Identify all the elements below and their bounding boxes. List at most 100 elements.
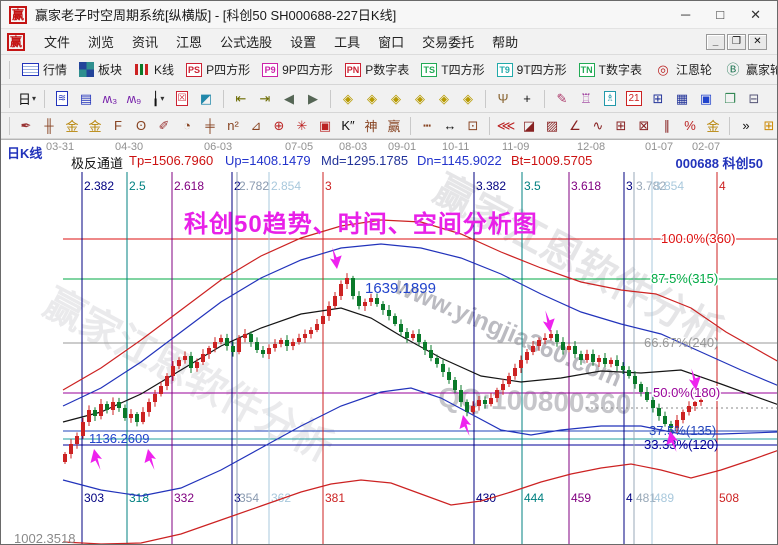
calculator-icon[interactable]: ⊞ (652, 90, 664, 106)
candle[interactable] (249, 331, 253, 347)
candle[interactable] (675, 415, 679, 433)
candle[interactable] (447, 367, 451, 384)
color-grid-icon[interactable]: ⊞ (763, 117, 775, 133)
candle[interactable] (315, 319, 319, 333)
width-measure-icon[interactable]: ↔ (443, 118, 457, 133)
mdi-restore-button[interactable]: ❐ (727, 33, 746, 50)
candle[interactable] (261, 345, 265, 358)
diamond-expand-icon[interactable]: ◈ (391, 90, 401, 106)
candle[interactable] (483, 396, 487, 409)
minimize-button[interactable]: ─ (681, 6, 691, 22)
next-page-icon[interactable]: ▶ (308, 90, 318, 106)
kline-button[interactable]: K线 (130, 58, 178, 81)
wave-9-icon[interactable]: ʍ₉ (126, 91, 142, 106)
candle[interactable] (561, 337, 565, 355)
calendar-icon[interactable]: 21 (626, 91, 642, 106)
notepad-icon[interactable]: ▦ (675, 90, 689, 106)
spiral-icon[interactable]: ʘ (135, 118, 147, 133)
wave-3-icon[interactable]: ʍ₃ (102, 91, 118, 106)
candle[interactable] (513, 363, 517, 380)
candle[interactable] (651, 396, 655, 413)
quotes-button[interactable]: 行情 (18, 58, 71, 81)
candle[interactable] (219, 334, 223, 345)
candle[interactable] (669, 420, 673, 433)
menu-窗口[interactable]: 窗口 (378, 35, 405, 50)
annotate-icon[interactable]: ✎ (556, 90, 568, 106)
candle[interactable] (333, 291, 337, 309)
n-square-icon[interactable]: n² (227, 118, 239, 133)
candle[interactable] (93, 407, 97, 421)
candle[interactable] (129, 409, 133, 423)
fan-rays-icon[interactable]: ⋘ (496, 117, 516, 133)
overlay-curve-icon[interactable]: ≋ (55, 91, 69, 106)
candle[interactable] (435, 354, 439, 368)
crosshair-icon[interactable]: + (523, 91, 531, 106)
candle[interactable] (165, 373, 169, 391)
candle[interactable] (75, 432, 79, 449)
candle[interactable] (405, 328, 409, 343)
candle[interactable] (69, 439, 73, 459)
pen-tool-icon[interactable]: ✐ (158, 117, 170, 133)
signal-arrow-up[interactable] (666, 431, 679, 452)
candle[interactable] (141, 407, 145, 425)
last-page-icon[interactable]: ⇥ (259, 90, 271, 106)
candle[interactable] (537, 337, 541, 351)
candle[interactable] (663, 411, 667, 427)
candle[interactable] (639, 381, 643, 397)
candle[interactable] (519, 355, 523, 373)
candle[interactable] (147, 398, 151, 417)
candle[interactable] (591, 349, 595, 366)
gold-grid-2-icon[interactable]: 金 (88, 119, 102, 134)
period-dropdown[interactable]: 日 ▾ (17, 92, 37, 107)
candle[interactable] (339, 280, 343, 300)
candle[interactable] (495, 387, 499, 403)
star-burst-icon[interactable]: ✳ (296, 117, 308, 133)
candle[interactable] (411, 330, 415, 341)
candle[interactable] (255, 337, 259, 353)
p9-square-button[interactable]: P9 9P四方形 (258, 58, 337, 81)
menu-交易委托[interactable]: 交易委托 (422, 35, 475, 50)
save-icon[interactable]: ▣ (699, 90, 713, 106)
candle[interactable] (159, 381, 163, 397)
candle[interactable] (615, 355, 619, 371)
ruler-123-icon[interactable]: ┅ (423, 117, 431, 133)
candle[interactable] (687, 401, 691, 416)
p-square-button[interactable]: PS P四方形 (182, 58, 254, 81)
gann-hat-icon[interactable]: ♖ (580, 90, 592, 106)
ray-box-icon[interactable]: ▨ (545, 117, 559, 133)
angle-lines-icon[interactable]: ∠ (569, 117, 581, 133)
candle[interactable] (117, 397, 121, 412)
candle[interactable] (657, 403, 661, 421)
signal-arrow-up[interactable] (459, 415, 472, 436)
candle[interactable] (573, 341, 577, 359)
candle[interactable] (183, 351, 187, 364)
candle[interactable] (207, 345, 211, 359)
candle[interactable] (213, 337, 217, 353)
candle[interactable] (153, 389, 157, 407)
menu-帮助[interactable]: 帮助 (492, 35, 519, 50)
candle[interactable] (285, 335, 289, 351)
info-list-icon[interactable]: ▤ (79, 90, 93, 106)
reversal-channel-icon[interactable]: ☒ (175, 91, 189, 106)
candle[interactable] (525, 349, 529, 364)
target-circle-icon[interactable]: ⊕ (273, 117, 285, 133)
signal-arrow-up[interactable] (90, 449, 103, 470)
candle[interactable] (237, 335, 241, 355)
fan-box-icon[interactable]: ◪ (522, 117, 536, 133)
candle[interactable] (423, 339, 427, 355)
more-tools-1-icon[interactable]: » (742, 118, 750, 133)
diamond-left-icon[interactable]: ◈ (343, 90, 353, 106)
candle[interactable] (63, 452, 67, 464)
candle[interactable] (489, 393, 493, 407)
candle[interactable] (291, 338, 295, 351)
grid-arrow-icon[interactable]: ⊠ (638, 117, 650, 133)
cascade-windows-icon[interactable]: ❐ (724, 90, 736, 106)
candle[interactable] (543, 333, 547, 345)
k-quote-icon[interactable]: K″ (341, 118, 355, 133)
candle[interactable] (603, 353, 607, 368)
candle[interactable] (327, 301, 331, 321)
candle[interactable] (135, 411, 139, 427)
signal-arrow-down[interactable] (329, 247, 342, 269)
candle[interactable] (441, 359, 445, 377)
hand-tool-icon[interactable]: Ψ (497, 91, 509, 106)
